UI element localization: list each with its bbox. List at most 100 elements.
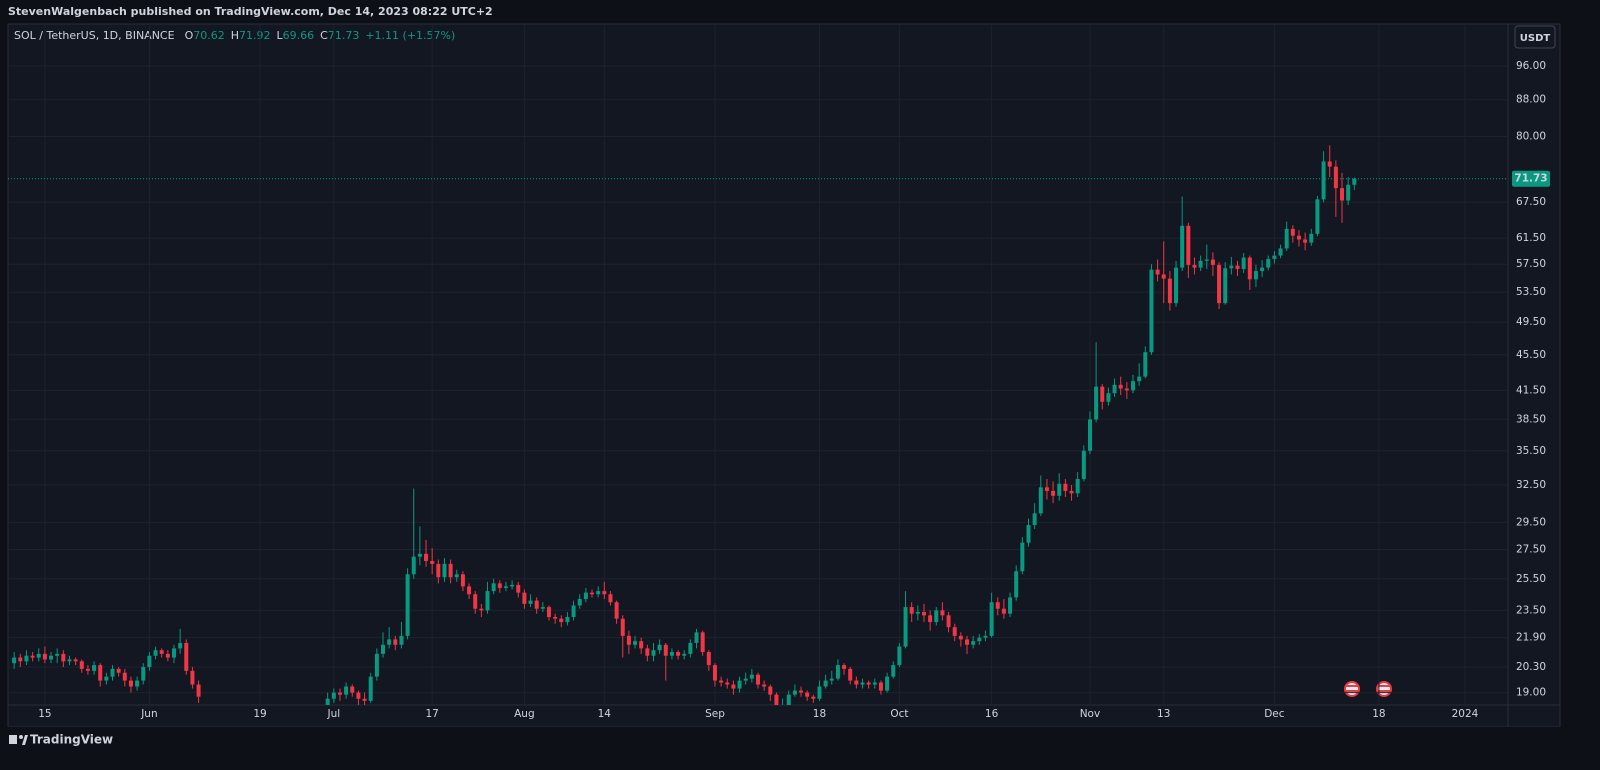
candle-body: [430, 560, 435, 564]
candle-body: [725, 682, 730, 685]
legend-field-value: 71.73: [328, 29, 360, 42]
candle-body: [399, 635, 404, 645]
candle-body: [479, 608, 484, 611]
candle-body: [546, 607, 551, 618]
y-tick-label: 57.50: [1516, 258, 1546, 270]
candle-body: [18, 657, 23, 662]
candle-body: [467, 586, 472, 595]
x-tick-label: 18: [1372, 708, 1385, 720]
x-tick-label: 13: [1157, 708, 1170, 720]
candle-body: [958, 635, 963, 640]
event-icon: [1378, 685, 1390, 687]
candle-body: [141, 666, 146, 681]
y-tick-label: 32.50: [1516, 479, 1546, 491]
candle-body: [1001, 608, 1006, 614]
legend-field-value: 71.92: [239, 29, 271, 42]
candle-body: [116, 668, 121, 673]
candle-body: [1253, 271, 1258, 280]
candles: [12, 145, 1357, 705]
candle-body: [817, 686, 822, 699]
event-icon: [1346, 685, 1358, 687]
candle-body: [786, 694, 791, 705]
candle-body: [719, 680, 724, 683]
candle-body: [1008, 597, 1013, 614]
candle-body: [510, 584, 515, 587]
candle-body: [1051, 490, 1056, 496]
candle-body: [1155, 269, 1160, 275]
candle-body: [1315, 199, 1320, 234]
candle-body: [12, 657, 17, 664]
candle-body: [854, 680, 859, 685]
candle-body: [424, 553, 429, 561]
candle-body: [1063, 483, 1068, 491]
y-tick-label: 27.50: [1516, 544, 1546, 556]
currency-button[interactable]: USDT: [1514, 25, 1556, 49]
candle-body: [405, 574, 410, 636]
candle-body: [356, 692, 361, 699]
y-tick-label: 21.90: [1516, 632, 1546, 644]
candle-body: [835, 665, 840, 679]
candle-body: [571, 605, 576, 618]
candle-body: [946, 615, 951, 628]
candle-body: [633, 641, 638, 645]
x-tick-label: 2024: [1452, 708, 1479, 720]
candle-body: [374, 653, 379, 677]
currency-button-label[interactable]: USDT: [1520, 33, 1551, 44]
candle-body: [147, 655, 152, 667]
candle-body: [977, 637, 982, 642]
candle-body: [1247, 257, 1252, 280]
candle-body: [1346, 184, 1351, 201]
candle-body: [1327, 161, 1332, 167]
candle-body: [1143, 352, 1148, 377]
candle-body: [706, 652, 711, 666]
legend-symbol: SOL / TetherUS, 1D, BINANCE: [14, 29, 175, 42]
candle-body: [897, 646, 902, 666]
event-icon: [1346, 690, 1358, 692]
candle-body: [663, 644, 668, 656]
candle-body: [184, 642, 189, 671]
candle-body: [92, 665, 97, 671]
candle-body: [1204, 259, 1209, 261]
candle-body: [1290, 228, 1295, 236]
last-price-label: 71.73: [1514, 173, 1547, 185]
candle-body: [1303, 239, 1308, 243]
candle-body: [165, 653, 170, 658]
candle-body: [497, 583, 502, 588]
candle-body: [565, 617, 570, 623]
candle-body: [49, 655, 54, 660]
candle-body: [1340, 188, 1345, 201]
x-tick-label: Aug: [514, 708, 535, 720]
candle-body: [128, 680, 133, 687]
event-icon: [1378, 683, 1390, 695]
y-tick-label: 38.50: [1516, 413, 1546, 425]
candle-body: [792, 690, 797, 695]
x-tick-label: 16: [985, 708, 999, 720]
candle-body: [42, 653, 47, 660]
candle-body: [73, 659, 78, 662]
candle-body: [331, 692, 336, 699]
candle-body: [712, 665, 717, 681]
candle-body: [559, 618, 564, 623]
last-price-badge: [1512, 170, 1550, 187]
candle-body: [553, 617, 558, 619]
candle-body: [460, 574, 465, 587]
candle-body: [362, 698, 367, 701]
candle-body: [842, 665, 847, 669]
candle-body: [866, 682, 871, 685]
candle-body: [657, 644, 662, 651]
candle-body: [442, 563, 447, 578]
candle-body: [190, 670, 195, 685]
candle-body: [1069, 490, 1074, 494]
candle-body: [620, 618, 625, 636]
candle-body: [756, 674, 760, 685]
currency-button-frame[interactable]: [1514, 25, 1556, 49]
candle-body: [1100, 386, 1105, 402]
x-tick-label: 19: [253, 708, 266, 720]
candle-body: [694, 632, 699, 643]
candle-body: [774, 694, 779, 705]
candle-body: [915, 612, 920, 614]
candle-body: [737, 680, 742, 689]
y-tick-label: 25.50: [1516, 573, 1546, 585]
candle-body: [159, 650, 164, 654]
